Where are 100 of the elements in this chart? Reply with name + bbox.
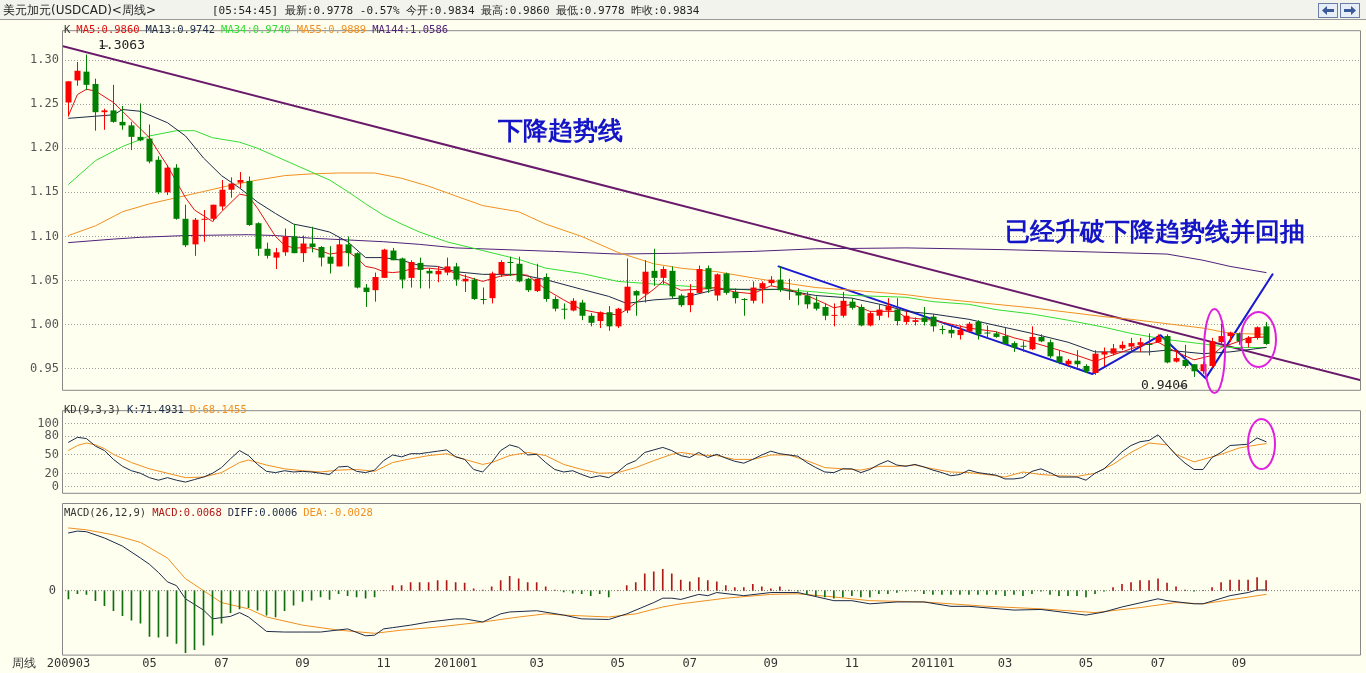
candlestick xyxy=(1047,339,1054,359)
x-tick-label: 201101 xyxy=(911,655,955,670)
candlestick xyxy=(687,283,694,313)
candlestick xyxy=(1020,340,1027,353)
x-tick-label: 07 xyxy=(214,655,229,670)
candlestick xyxy=(831,302,838,327)
x-tick-label: 03 xyxy=(997,655,1013,670)
candlestick xyxy=(741,297,748,317)
candlestick xyxy=(840,291,847,319)
text: DIFF:0.0006 xyxy=(227,506,298,518)
candlestick xyxy=(894,297,901,326)
x-tick-label: 05 xyxy=(610,655,625,670)
candlestick xyxy=(417,257,424,289)
candlestick xyxy=(984,324,991,339)
candlestick xyxy=(345,235,352,267)
x-tick-label: 11 xyxy=(376,655,391,670)
candlestick xyxy=(1146,332,1153,356)
text: MA55:0.9889 xyxy=(296,23,367,35)
candlestick xyxy=(777,265,784,293)
candlestick xyxy=(975,319,982,341)
x-axis-title: 周线 xyxy=(12,655,36,670)
candlestick xyxy=(327,245,334,274)
candlestick xyxy=(219,179,226,211)
candlestick xyxy=(624,257,631,314)
candlestick xyxy=(146,124,153,164)
y-tick-label: 1.10 xyxy=(30,228,59,243)
text: D:68.1455 xyxy=(189,403,247,415)
chart-title: KD(9,3,3) xyxy=(64,403,121,415)
candlestick xyxy=(759,280,766,304)
x-tick-label: 07 xyxy=(682,655,697,670)
candlestick xyxy=(291,223,298,254)
y-tick-label: 20 xyxy=(44,466,59,481)
candlestick xyxy=(615,307,622,329)
y-tick-label: 50 xyxy=(44,447,59,462)
candlestick xyxy=(65,80,72,118)
candlestick xyxy=(921,306,928,326)
candlestick xyxy=(885,297,892,319)
candlestick xyxy=(507,256,514,277)
text: DEA:-0.0028 xyxy=(303,506,373,518)
candlestick xyxy=(534,263,541,293)
candlestick xyxy=(453,262,460,287)
candlestick xyxy=(282,228,289,257)
candlestick xyxy=(300,235,307,263)
candlestick xyxy=(561,302,568,320)
candlestick xyxy=(228,176,235,199)
x-tick-label: 09 xyxy=(295,655,310,670)
candlestick xyxy=(372,272,379,303)
candlestick xyxy=(83,54,90,91)
annotation: 已经升破下降趋势线并回抽 xyxy=(1005,216,1305,246)
candlestick xyxy=(309,226,316,253)
text: MA5:0.9860 xyxy=(76,23,140,35)
y-tick-label: 1.00 xyxy=(30,316,59,331)
candlestick xyxy=(750,280,757,304)
candlestick xyxy=(714,272,721,302)
x-tick-label: 07 xyxy=(1150,655,1166,670)
candlestick xyxy=(579,299,586,321)
y-tick-label: 80 xyxy=(44,428,59,443)
x-tick-label: 09 xyxy=(763,655,779,670)
candlestick xyxy=(1182,344,1189,369)
annotation: 1.3063 xyxy=(98,37,145,53)
candlestick xyxy=(786,278,793,301)
y-tick-label: 100 xyxy=(37,415,59,430)
chart-title: 美元加元(USDCAD)<周线> xyxy=(3,2,156,19)
text: MACD:0.0068 xyxy=(152,506,222,518)
text: MA144:1.0586 xyxy=(372,23,449,35)
x-tick-label: 05 xyxy=(1078,655,1094,670)
y-tick-label: 1.05 xyxy=(30,272,59,287)
candlestick xyxy=(543,272,550,303)
candlestick xyxy=(101,108,108,131)
chart-subtitle: [05:54:45] 最新:0.9778 -0.57% 今开:0.9834 最高:0.9860 最低:0.9778 昨收:0.9834 xyxy=(212,3,700,18)
candlestick xyxy=(128,121,135,151)
candlestick xyxy=(516,256,523,283)
text: MA34:0.9740 xyxy=(221,23,291,35)
candlestick xyxy=(363,283,370,308)
text: K:71.4931 xyxy=(126,403,184,415)
y-tick-label: 1.30 xyxy=(30,52,59,67)
x-tick-label: 05 xyxy=(142,655,157,670)
x-tick-label: 11 xyxy=(844,655,860,670)
candlestick xyxy=(399,257,406,289)
candlestick xyxy=(633,289,640,317)
candlestick xyxy=(318,245,325,267)
y-tick-label: 1.25 xyxy=(30,96,59,111)
x-tick-label: 200903 xyxy=(46,655,91,670)
x-tick-label: 09 xyxy=(1231,655,1247,670)
candlestick xyxy=(201,209,208,243)
annotation: 下降趋势线 xyxy=(496,115,623,145)
candlestick xyxy=(696,265,703,295)
x-tick-label: 03 xyxy=(529,655,544,670)
candlestick xyxy=(408,259,415,289)
candlestick xyxy=(651,248,658,287)
candlestick xyxy=(110,84,117,124)
y-tick-label: 0.95 xyxy=(30,360,59,375)
annotation: 0.9406 xyxy=(1141,377,1188,393)
candlestick xyxy=(642,259,649,304)
candlestick xyxy=(606,305,613,332)
candlestick xyxy=(74,61,81,87)
x-tick-label: 201001 xyxy=(433,655,478,670)
candlestick xyxy=(1029,325,1036,351)
candlestick xyxy=(273,247,280,270)
chart-title: MACD(26,12,9) xyxy=(64,506,147,518)
